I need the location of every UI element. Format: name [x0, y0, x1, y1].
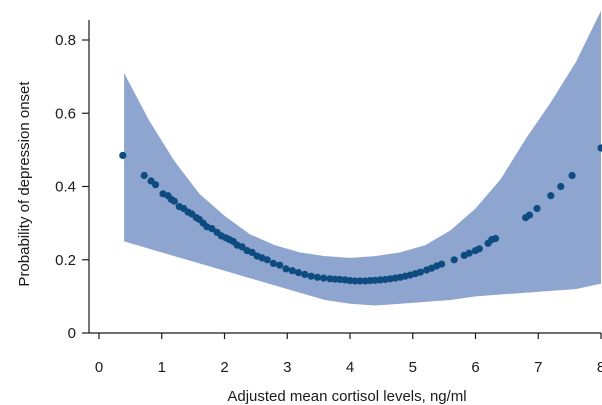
y-tick-label: 0.6 [55, 105, 76, 122]
data-point [597, 144, 602, 152]
y-axis-title: Probability of depression onset [16, 81, 33, 287]
data-point [356, 277, 364, 285]
data-point [525, 211, 534, 219]
data-point [416, 268, 424, 276]
y-tick-label: 0.4 [55, 179, 76, 196]
data-point [320, 274, 328, 282]
data-point [533, 204, 541, 213]
data-point [282, 265, 290, 273]
x-tick-label: 5 [409, 359, 417, 376]
data-point [438, 260, 446, 268]
x-tick-label: 3 [283, 359, 291, 376]
x-tick-label: 6 [471, 359, 479, 376]
data-point [492, 234, 500, 243]
data-point [450, 256, 458, 264]
data-point [248, 248, 256, 256]
data-point [331, 275, 339, 283]
data-point [238, 243, 246, 251]
x-tick-label: 4 [346, 359, 354, 376]
data-point [119, 151, 127, 159]
data-point [208, 225, 216, 233]
data-point [294, 269, 303, 277]
data-point [140, 171, 148, 180]
data-point [465, 249, 473, 257]
confidence-band [124, 10, 601, 306]
y-tick-label: 0.8 [55, 32, 76, 49]
data-point [170, 197, 178, 205]
y-tick-label: 0.2 [55, 252, 76, 269]
x-tick-label: 2 [220, 359, 228, 376]
x-axis-title: Adjusted mean cortisol levels, ng/ml [227, 388, 466, 405]
data-point [288, 267, 296, 275]
data-point [301, 270, 309, 278]
x-tick-label: 1 [158, 359, 166, 376]
data-point [307, 272, 315, 280]
y-tick-label: 0 [68, 325, 76, 342]
data-point [557, 182, 565, 191]
data-point [151, 181, 160, 189]
data-point [263, 256, 271, 264]
data-point [351, 277, 359, 285]
data-point [313, 273, 321, 281]
data-point [276, 261, 284, 269]
data-point [269, 259, 277, 267]
data-point [475, 245, 483, 253]
data-point [547, 192, 555, 200]
axes-layer [88, 20, 601, 334]
y-ticks: 0 0.2 0.4 0.6 0.8 [55, 32, 89, 342]
data-point [568, 171, 576, 180]
x-ticks: 0 1 2 3 4 5 6 7 8 [95, 333, 602, 376]
x-tick-label: 0 [95, 359, 103, 376]
data-points-layer [119, 144, 602, 285]
confidence-band-layer [124, 10, 601, 306]
x-tick-label: 8 [597, 359, 602, 376]
x-tick-label: 7 [534, 359, 542, 376]
